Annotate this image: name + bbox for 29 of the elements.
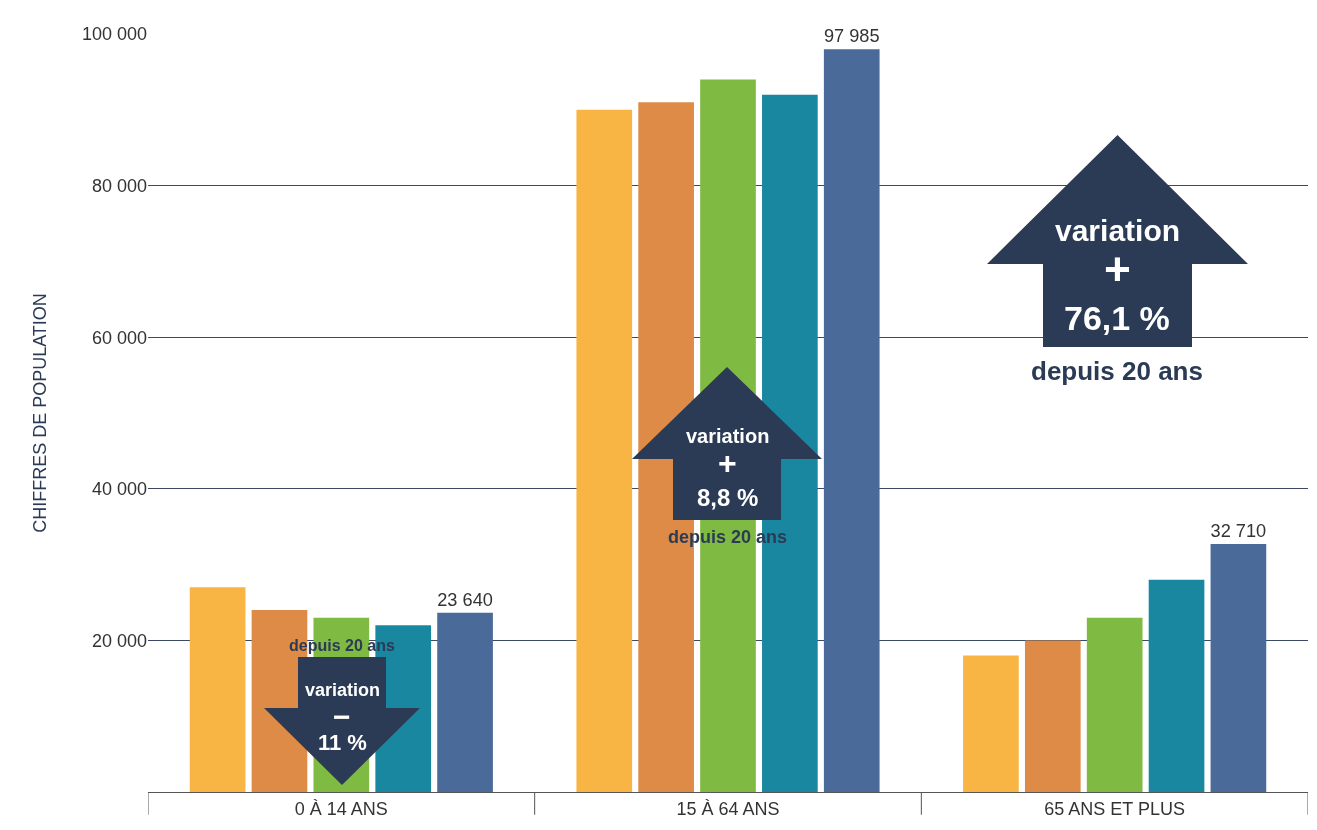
annotation: 11 %	[318, 730, 367, 755]
y-axis-title: CHIFFRES DE POPULATION	[30, 293, 51, 533]
x-tick-label: 0 À 14 ANS	[294, 798, 388, 819]
bar	[437, 612, 493, 792]
annotation: +	[718, 445, 737, 481]
x-tick-label: 65 ANS ET PLUS	[1044, 798, 1186, 819]
bar	[823, 49, 880, 792]
bar	[1024, 640, 1081, 792]
y-tick-label: 40 000	[91, 479, 147, 500]
y-tick-label: 80 000	[91, 175, 147, 196]
y-tick-label: 60 000	[91, 327, 147, 348]
bar	[189, 587, 246, 792]
annotation: 76,1 %	[1064, 299, 1170, 337]
data-label: 23 640	[437, 589, 493, 610]
annotation: variation	[686, 425, 770, 447]
bar	[963, 655, 1019, 792]
annotation: −	[333, 700, 351, 733]
bar	[576, 109, 633, 792]
annotation: variation	[305, 680, 381, 700]
bar	[1210, 544, 1267, 792]
bar	[1148, 579, 1205, 792]
annotation: 8,8 %	[697, 484, 759, 511]
data-label: 97 985	[823, 26, 880, 47]
y-tick-label: 20 000	[91, 630, 147, 651]
data-label: 32 710	[1210, 521, 1267, 542]
x-tick-label: 15 À 64 ANS	[676, 798, 780, 819]
bar	[1086, 617, 1143, 792]
annotation: depuis 20 ans	[1031, 356, 1203, 386]
y-tick-label: 100 000	[81, 24, 147, 45]
